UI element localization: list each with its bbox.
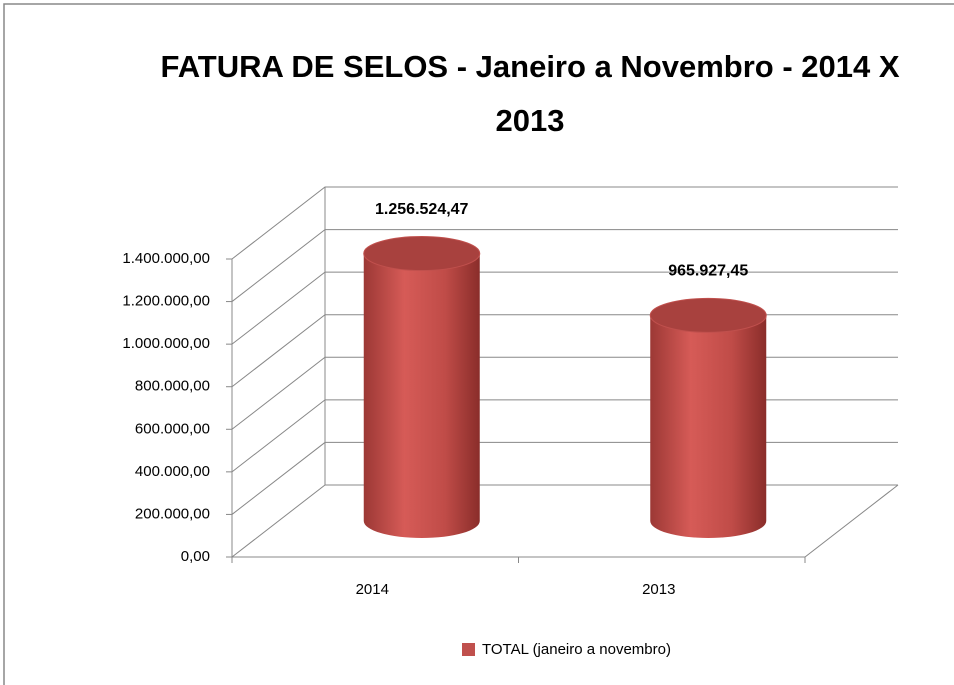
legend-swatch: [462, 643, 475, 656]
y-tick-label: 400.000,00: [135, 463, 210, 480]
floor: [232, 484, 899, 558]
cylinder-top: [649, 297, 767, 333]
cylinder-body: [650, 315, 767, 538]
grid-line: [231, 484, 898, 558]
grid-line: [231, 399, 898, 473]
x-tick-label: 2014: [356, 581, 389, 598]
grid-line: [231, 186, 898, 260]
legend-label: TOTAL (janeiro a novembro): [482, 641, 671, 658]
y-tick-label: 0,00: [181, 548, 210, 565]
grid-line: [231, 314, 898, 388]
grid-line: [231, 441, 898, 515]
y-tick-label: 1.200.000,00: [122, 293, 210, 310]
grid-line: [231, 271, 898, 345]
x-tick-label: 2013: [642, 581, 675, 598]
bar: [363, 236, 481, 538]
y-tick-label: 800.000,00: [135, 378, 210, 395]
data-label: 1.256.524,47: [375, 201, 469, 218]
chart-title: FATURA DE SELOS - Janeiro a Novembro - 2…: [160, 49, 900, 138]
frame: [3, 3, 954, 685]
y-tick-label: 600.000,00: [135, 420, 210, 437]
grid-line: [231, 356, 898, 430]
y-tick-label: 1.000.000,00: [122, 335, 210, 352]
data-label: 965.927,45: [668, 263, 748, 280]
y-tick-label: 1.400.000,00: [122, 250, 210, 267]
bar: [649, 297, 767, 538]
grid-line: [231, 229, 898, 302]
cylinder-top: [363, 236, 481, 272]
cylinder-body: [363, 253, 480, 538]
y-tick-label: 200.000,00: [135, 505, 210, 522]
